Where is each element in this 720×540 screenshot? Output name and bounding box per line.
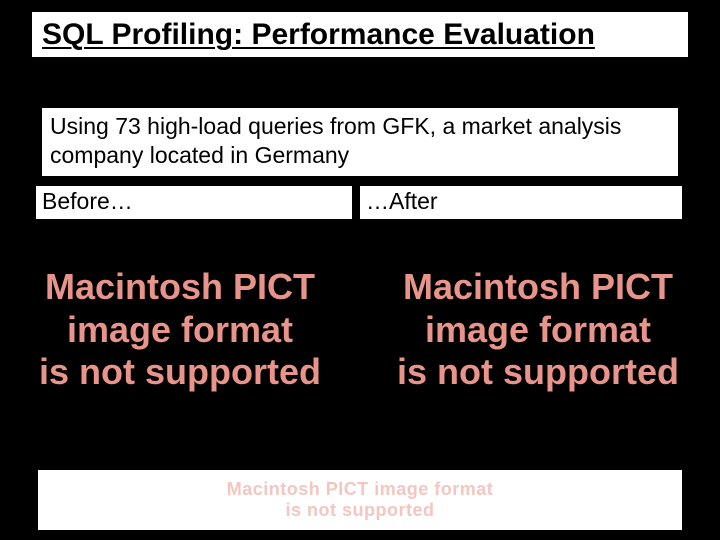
footer-image-placeholder: Macintosh PICT image format is not suppo… bbox=[38, 470, 682, 530]
after-label: …After bbox=[360, 186, 682, 219]
after-image-placeholder: Macintosh PICT image format is not suppo… bbox=[358, 240, 718, 420]
slide-subtitle: Using 73 high-load queries from GFK, a m… bbox=[50, 112, 670, 170]
before-image-placeholder: Macintosh PICT image format is not suppo… bbox=[0, 240, 360, 420]
pict-error-line: is not supported bbox=[39, 351, 321, 392]
pict-error-line: Macintosh PICT bbox=[403, 266, 673, 307]
pict-error-text: Macintosh PICT image format is not suppo… bbox=[39, 266, 321, 393]
pict-error-line: Macintosh PICT bbox=[45, 266, 315, 307]
slide-title: SQL Profiling: Performance Evaluation bbox=[42, 18, 678, 53]
pict-error-line: image format bbox=[425, 309, 651, 350]
pict-error-line: Macintosh PICT bbox=[227, 479, 369, 499]
pict-error-line: image format bbox=[374, 479, 493, 499]
pict-error-line: is not supported bbox=[286, 500, 435, 520]
pict-error-text: Macintosh PICT image format is not suppo… bbox=[227, 479, 494, 521]
before-label: Before… bbox=[36, 186, 352, 219]
title-block: SQL Profiling: Performance Evaluation bbox=[32, 12, 688, 57]
slide: SQL Profiling: Performance Evaluation Us… bbox=[0, 0, 720, 540]
pict-error-text: Macintosh PICT image format is not suppo… bbox=[397, 266, 679, 393]
pict-error-line: is not supported bbox=[397, 351, 679, 392]
pict-error-line: image format bbox=[67, 309, 293, 350]
subtitle-block: Using 73 high-load queries from GFK, a m… bbox=[42, 108, 678, 176]
